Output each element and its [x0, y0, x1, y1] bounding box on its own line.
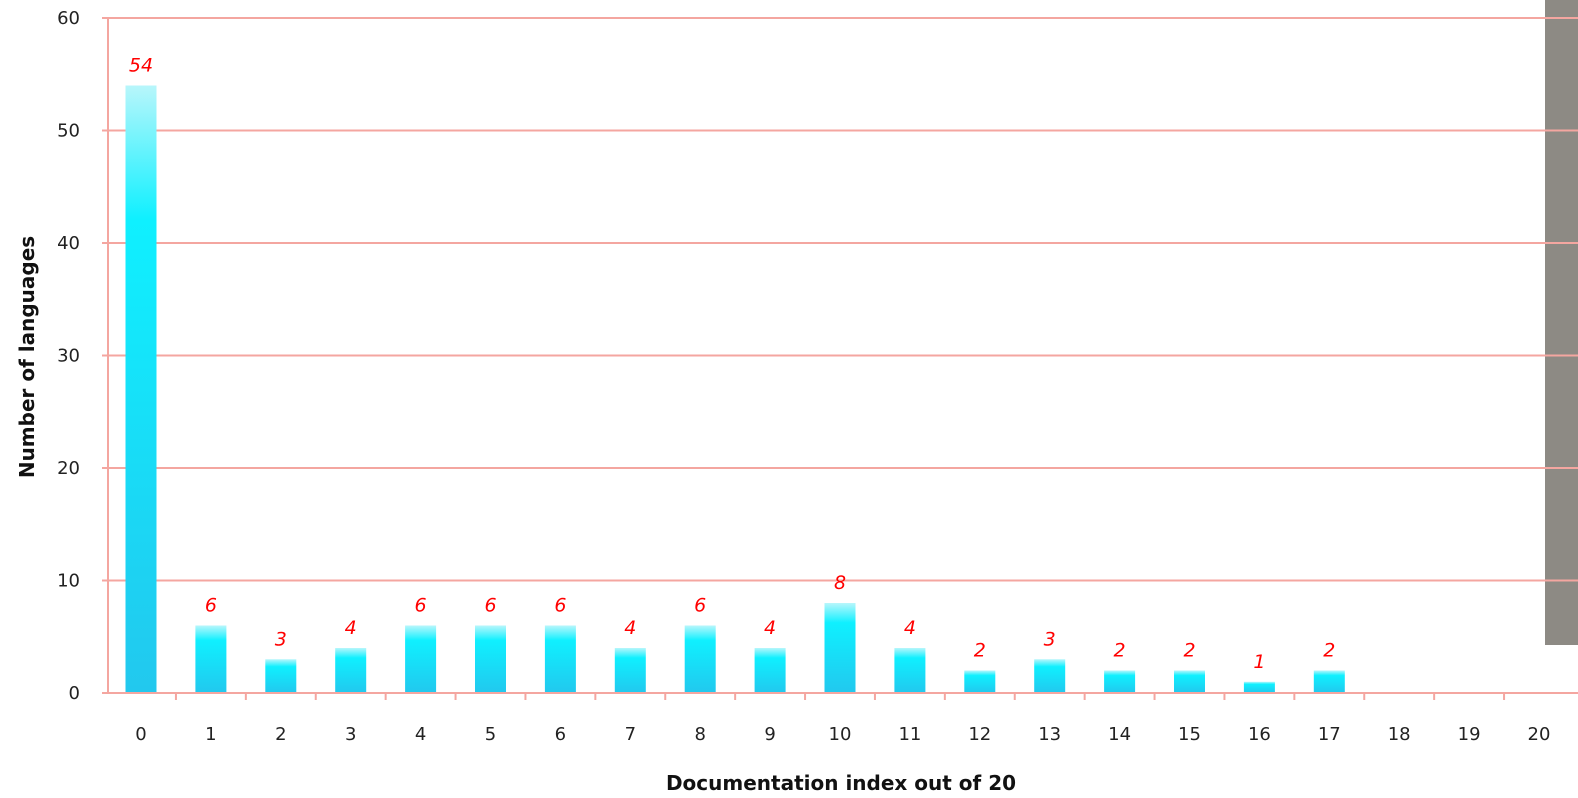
data-label: 4: [624, 617, 636, 639]
bar: [1174, 670, 1205, 693]
y-tick-label: 20: [57, 458, 80, 479]
x-tick-label: 8: [694, 724, 705, 745]
x-tick-label: 19: [1458, 724, 1481, 745]
data-label: 4: [764, 617, 776, 639]
bar: [964, 670, 996, 693]
x-tick-label: 7: [625, 724, 636, 745]
x-tick-label: 14: [1108, 724, 1131, 745]
data-label: 6: [484, 595, 496, 617]
data-label: 6: [415, 595, 427, 617]
y-tick-label: 30: [57, 346, 80, 367]
y-tick-label: 10: [57, 571, 80, 592]
x-tick-label: 9: [764, 724, 775, 745]
x-tick-label: 13: [1038, 724, 1061, 745]
y-tick-label: 0: [69, 683, 80, 704]
y-tick-label: 40: [57, 233, 80, 254]
x-tick-label: 10: [829, 724, 852, 745]
x-tick-label: 16: [1248, 724, 1271, 745]
bar: [894, 648, 926, 693]
gridlines: [107, 17, 1578, 694]
y-axis-ticks: 0 10 20 30 40 50 60: [57, 8, 108, 704]
bar: [1104, 670, 1136, 693]
x-tick-label: 5: [485, 724, 496, 745]
data-label: 3: [1044, 628, 1056, 650]
x-tick-label: 12: [968, 724, 991, 745]
y-tick-label: 50: [57, 121, 80, 142]
data-label: 6: [205, 595, 217, 617]
x-axis-title: Documentation index out of 20: [666, 771, 1016, 795]
plot-area: [1545, 0, 1578, 645]
bar: [1243, 681, 1275, 693]
data-label: 6: [554, 595, 566, 617]
data-label: 2: [1183, 640, 1195, 662]
y-tick-label: 60: [57, 8, 80, 29]
x-tick-label: 4: [415, 724, 426, 745]
x-tick-label: 1: [205, 724, 216, 745]
bar: [824, 603, 856, 693]
bar: [1034, 659, 1066, 693]
data-label: 2: [974, 640, 986, 662]
bar: [614, 648, 646, 693]
bar: [125, 85, 157, 693]
x-tick-label: 2: [275, 724, 286, 745]
bars: [125, 85, 1345, 693]
y-axis-title: Number of languages: [15, 236, 39, 478]
bar: [754, 648, 786, 693]
bar: [265, 659, 297, 693]
photo-fragment: [1545, 0, 1578, 645]
bar: [475, 625, 506, 693]
data-label: 2: [1114, 640, 1126, 662]
data-label: 1: [1253, 651, 1265, 673]
data-label: 6: [694, 595, 706, 617]
x-tick-label: 6: [555, 724, 566, 745]
x-tick-label: 0: [135, 724, 146, 745]
x-tick-label: 20: [1528, 724, 1551, 745]
bar: [1313, 670, 1345, 693]
x-tick-label: 11: [898, 724, 921, 745]
bar: [335, 648, 367, 693]
x-tick-label: 18: [1388, 724, 1411, 745]
x-tick-label: 17: [1318, 724, 1341, 745]
x-tick-label: 15: [1178, 724, 1201, 745]
bar: [684, 625, 716, 693]
x-tick-label: 3: [345, 724, 356, 745]
data-labels: 54 6 3 4 6 6 6 4 6 4 8 4 2 3 2 2 1 2: [129, 55, 1335, 673]
x-axis: 0 1 2 3 4 5 6 7 8 9 10 11 12 13 14 15 16 17 18 19 20: [108, 692, 1578, 745]
data-label: 4: [345, 617, 357, 639]
data-label: 4: [904, 617, 916, 639]
data-label: 8: [834, 572, 846, 594]
bar: [405, 625, 437, 693]
data-label: 2: [1323, 640, 1335, 662]
data-label: 3: [275, 628, 287, 650]
bar: [195, 625, 227, 693]
data-label: 54: [129, 55, 153, 77]
bar: [544, 625, 576, 693]
